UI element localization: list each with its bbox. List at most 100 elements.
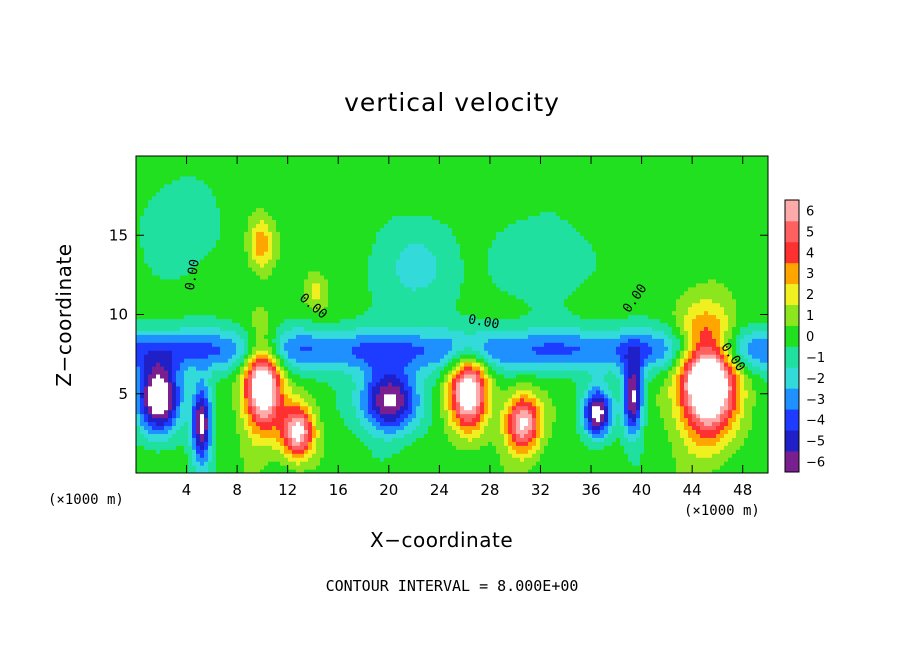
heatmap-cell	[344, 378, 349, 383]
heatmap-cell	[352, 362, 357, 367]
heatmap-cell	[256, 243, 261, 248]
heatmap-cell	[240, 279, 245, 284]
heatmap-cell	[232, 168, 237, 173]
heatmap-cell	[304, 354, 309, 359]
heatmap-cell	[260, 445, 265, 450]
heatmap-cell	[256, 208, 261, 213]
heatmap-cell	[184, 215, 189, 220]
heatmap-cell	[180, 374, 185, 379]
heatmap-cell	[308, 243, 313, 248]
heatmap-cell	[228, 421, 233, 426]
heatmap-cell	[288, 243, 293, 248]
heatmap-cell	[348, 275, 353, 280]
heatmap-cell	[364, 176, 369, 181]
heatmap-cell	[148, 346, 153, 351]
heatmap-cell	[248, 267, 253, 272]
heatmap-cell	[172, 338, 177, 343]
heatmap-cell	[152, 299, 157, 304]
heatmap-cell	[208, 196, 213, 201]
heatmap-cell	[252, 204, 257, 209]
heatmap-cell	[296, 208, 301, 213]
heatmap-cell	[324, 350, 329, 355]
heatmap-cell	[260, 350, 265, 355]
heatmap-cell	[332, 406, 337, 411]
heatmap-cell	[224, 410, 229, 415]
heatmap-cell	[272, 211, 277, 216]
heatmap-cell	[244, 156, 249, 161]
heatmap-cell	[292, 398, 297, 403]
heatmap-cell	[284, 418, 289, 423]
heatmap-cell	[200, 168, 205, 173]
heatmap-cell	[348, 429, 353, 434]
heatmap-cell	[232, 227, 237, 232]
heatmap-cell	[204, 208, 209, 213]
heatmap-cell	[292, 370, 297, 375]
heatmap-cell	[308, 172, 313, 177]
heatmap-cell	[280, 243, 285, 248]
heatmap-cell	[340, 437, 345, 442]
heatmap-cell	[244, 338, 249, 343]
heatmap-cell	[276, 160, 281, 165]
heatmap-cell	[176, 275, 181, 280]
heatmap-cell	[184, 346, 189, 351]
heatmap-cell	[316, 382, 321, 387]
heatmap-cell	[276, 192, 281, 197]
heatmap-cell	[160, 315, 165, 320]
heatmap-cell	[260, 346, 265, 351]
heatmap-cell	[268, 299, 273, 304]
heatmap-cell	[308, 425, 313, 430]
heatmap-cell	[232, 180, 237, 185]
heatmap-cell	[308, 378, 313, 383]
heatmap-cell	[276, 429, 281, 434]
heatmap-cell	[364, 465, 369, 470]
heatmap-cell	[196, 196, 201, 201]
heatmap-cell	[300, 267, 305, 272]
heatmap-cell	[264, 350, 269, 355]
heatmap-cell	[148, 370, 153, 375]
heatmap-cell	[168, 315, 173, 320]
heatmap-cell	[204, 421, 209, 426]
heatmap-cell	[300, 449, 305, 454]
heatmap-cell	[324, 263, 329, 268]
heatmap-cell	[320, 251, 325, 256]
heatmap-cell	[156, 441, 161, 446]
heatmap-cell	[184, 204, 189, 209]
heatmap-cell	[180, 402, 185, 407]
heatmap-cell	[196, 235, 201, 240]
heatmap-cell	[292, 453, 297, 458]
heatmap-cell	[380, 243, 385, 248]
heatmap-cell	[304, 251, 309, 256]
heatmap-cell	[248, 441, 253, 446]
heatmap-cell	[300, 196, 305, 201]
heatmap-cell	[264, 247, 269, 252]
heatmap-cell	[208, 271, 213, 276]
heatmap-cell	[376, 457, 381, 462]
heatmap-cell	[364, 378, 369, 383]
heatmap-cell	[332, 303, 337, 308]
heatmap-cell	[220, 307, 225, 312]
heatmap-cell	[148, 410, 153, 415]
heatmap-cell	[224, 164, 229, 169]
heatmap-cell	[356, 398, 361, 403]
heatmap-cell	[176, 188, 181, 193]
heatmap-cell	[220, 326, 225, 331]
heatmap-cell	[160, 247, 165, 252]
heatmap-cell	[264, 318, 269, 323]
heatmap-cell	[284, 263, 289, 268]
heatmap-cell	[168, 457, 173, 462]
heatmap-cell	[292, 421, 297, 426]
heatmap-cell	[188, 418, 193, 423]
heatmap-cell	[380, 176, 385, 181]
heatmap-cell	[176, 164, 181, 169]
heatmap-cell	[356, 382, 361, 387]
heatmap-cell	[212, 176, 217, 181]
heatmap-cell	[224, 208, 229, 213]
heatmap-cell	[308, 211, 313, 216]
heatmap-cell	[268, 421, 273, 426]
heatmap-cell	[244, 275, 249, 280]
heatmap-cell	[172, 322, 177, 327]
heatmap-cell	[180, 200, 185, 205]
heatmap-cell	[180, 196, 185, 201]
heatmap-cell	[340, 322, 345, 327]
heatmap-cell	[296, 271, 301, 276]
